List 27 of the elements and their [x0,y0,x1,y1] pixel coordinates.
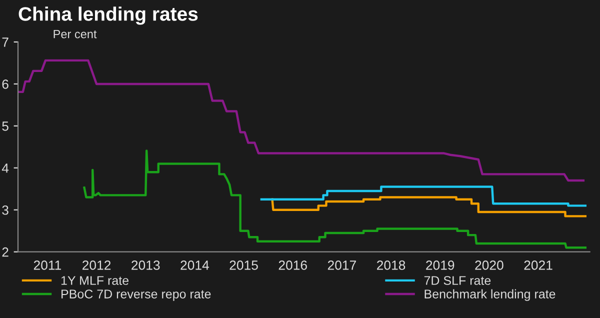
line-series [271,196,586,218]
chart-title: China lending rates [18,6,198,25]
legend-label: PBoC 7D reverse repo rate [62,290,211,301]
y-tick-label: 2 [2,247,8,257]
y-tick-label: 3 [2,205,8,215]
line-series [18,59,585,182]
legend-label: 7D SLF rate [424,276,491,285]
legend-label: 1Y MLF rate [61,276,128,285]
x-tick-label: 2018 [377,260,406,270]
x-tick-label: 2021 [524,260,552,270]
chart-subtitle: Per cent [54,30,97,38]
x-tick-label: 2013 [132,260,160,270]
x-tick-label: 2019 [426,260,454,270]
x-tick-label: 2017 [328,260,356,270]
x-tick-label: 2012 [82,260,111,270]
y-tick-label: 7 [2,38,8,47]
y-tick-label: 4 [2,164,9,173]
x-tick-label: 2011 [34,260,61,270]
line-series [83,150,586,249]
x-tick-label: 2016 [278,260,307,270]
x-tick-label: 2015 [230,260,258,270]
x-tick-label: 2020 [475,260,504,270]
x-tick-label: 2014 [180,260,209,270]
y-tick-label: 6 [2,80,8,89]
line-series [260,186,586,207]
y-tick-label: 5 [2,122,8,131]
legend-label: Benchmark lending rate [424,289,556,301]
